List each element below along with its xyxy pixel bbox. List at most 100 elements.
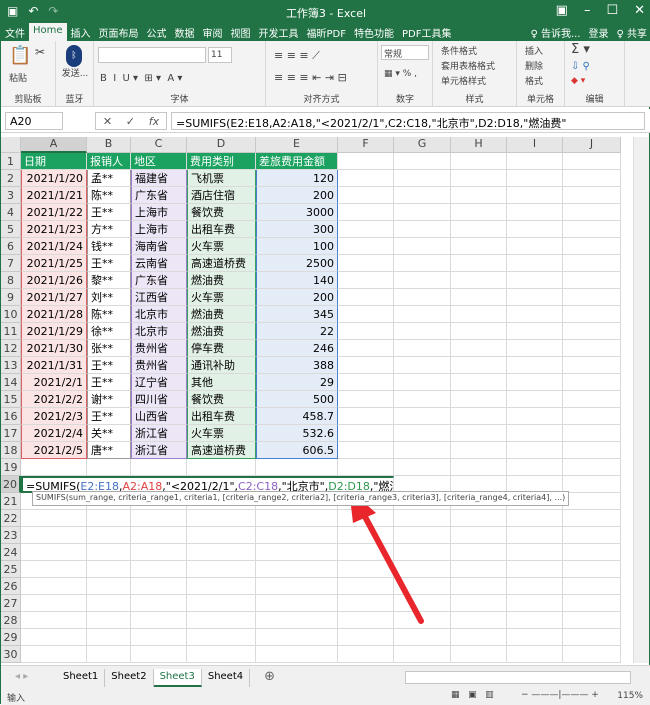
cell[interactable] (131, 629, 187, 646)
cell[interactable]: 贵州省 (131, 340, 187, 357)
cell[interactable] (507, 527, 563, 544)
cell[interactable] (394, 289, 451, 306)
cell[interactable] (451, 459, 507, 476)
cell[interactable] (451, 391, 507, 408)
cell[interactable]: 餐饮费 (187, 391, 256, 408)
row-header[interactable]: 12 (1, 340, 21, 357)
cell[interactable] (394, 527, 451, 544)
row-header[interactable]: 19 (1, 459, 21, 476)
cell[interactable] (338, 323, 394, 340)
header-cell[interactable]: 费用类别 (187, 153, 256, 170)
cell[interactable] (187, 595, 256, 612)
cell[interactable]: 2021/1/20 (21, 170, 87, 187)
cell[interactable] (563, 629, 621, 646)
cell[interactable] (451, 187, 507, 204)
align-icons[interactable]: ≡ ≡ ≡ ⟋ (274, 49, 320, 62)
column-header[interactable]: I (507, 137, 563, 153)
column-header[interactable]: C (131, 137, 187, 153)
cut-icon[interactable]: ✂ (35, 45, 46, 59)
cell[interactable] (187, 629, 256, 646)
bluetooth-icon[interactable]: ᛒ (66, 45, 82, 67)
cell[interactable] (394, 323, 451, 340)
cell[interactable] (563, 646, 621, 663)
cell[interactable]: 关** (87, 425, 131, 442)
cell[interactable] (338, 255, 394, 272)
zoom-slider[interactable]: − ———|——— + (521, 690, 599, 700)
cell[interactable]: 王** (87, 374, 131, 391)
cell[interactable] (507, 272, 563, 289)
cell-style-button[interactable]: 单元格样式 (441, 77, 487, 87)
cell[interactable] (256, 527, 338, 544)
cell[interactable] (451, 306, 507, 323)
cell[interactable]: 22 (256, 323, 338, 340)
cell[interactable] (338, 306, 394, 323)
cell[interactable] (563, 357, 621, 374)
tab-1[interactable]: Home (29, 23, 67, 41)
cell[interactable] (563, 459, 621, 476)
cell[interactable] (187, 527, 256, 544)
clear-icon[interactable]: ◆ ▾ (571, 76, 586, 86)
cell[interactable] (338, 646, 394, 663)
row-header[interactable]: 15 (1, 391, 21, 408)
cell[interactable] (394, 510, 451, 527)
sheet-tab-sheet1[interactable]: Sheet1 (57, 669, 106, 687)
cell[interactable] (394, 255, 451, 272)
cell[interactable] (338, 459, 394, 476)
cell[interactable] (507, 578, 563, 595)
cell[interactable] (338, 204, 394, 221)
insert-button[interactable]: 插入 (525, 47, 544, 57)
sheet-tab-sheet2[interactable]: Sheet2 (105, 669, 154, 687)
cell[interactable] (187, 612, 256, 629)
cell[interactable] (256, 510, 338, 527)
row-header[interactable]: 25 (1, 561, 21, 578)
cell[interactable]: 2021/1/30 (21, 340, 87, 357)
insert-function-icon[interactable]: fx (148, 114, 160, 128)
enter-icon[interactable]: ✓ (125, 114, 136, 128)
cell[interactable] (338, 578, 394, 595)
cell[interactable]: 345 (256, 306, 338, 323)
number-format-select[interactable]: 常规 (381, 45, 429, 60)
cell[interactable]: 刘** (87, 289, 131, 306)
cell[interactable]: 2500 (256, 255, 338, 272)
cell[interactable]: 2021/2/4 (21, 425, 87, 442)
cell[interactable] (21, 459, 87, 476)
cell[interactable] (451, 544, 507, 561)
cell[interactable] (338, 221, 394, 238)
redo-icon[interactable]: ↷ (48, 4, 59, 18)
paste-icon[interactable]: 📋 (9, 45, 32, 66)
cell[interactable] (563, 544, 621, 561)
cell[interactable] (87, 510, 131, 527)
cell[interactable] (21, 527, 87, 544)
align-icons-2[interactable]: ≡ ≡ ≡ ⇤ ⇥ ⊟ (274, 71, 347, 84)
cell[interactable] (451, 578, 507, 595)
cell[interactable]: 钱** (87, 238, 131, 255)
cell[interactable]: 606.5 (256, 442, 338, 459)
cell[interactable]: 王** (87, 255, 131, 272)
row-header[interactable]: 1 (1, 153, 21, 170)
tab-5[interactable]: 数据 (174, 29, 195, 40)
cell[interactable] (507, 629, 563, 646)
save-icon[interactable]: ▣ (7, 4, 19, 18)
cell[interactable]: 福建省 (131, 170, 187, 187)
cell[interactable] (451, 595, 507, 612)
cell[interactable]: 2021/1/22 (21, 204, 87, 221)
cell[interactable] (563, 578, 621, 595)
cell[interactable] (507, 425, 563, 442)
cell[interactable]: 388 (256, 357, 338, 374)
cell[interactable] (338, 510, 394, 527)
row-header[interactable]: 4 (1, 204, 21, 221)
cell[interactable]: 广东省 (131, 272, 187, 289)
formula-input[interactable]: =SUMIFS(E2:E18,A2:A18,"<2021/2/1",C2:C18… (171, 112, 645, 130)
cell[interactable] (394, 374, 451, 391)
sheet-tab-sheet3[interactable]: Sheet3 (153, 669, 202, 687)
cell[interactable] (563, 493, 621, 510)
cell[interactable] (394, 306, 451, 323)
tab-7[interactable]: 视图 (230, 29, 251, 40)
cell[interactable]: 海南省 (131, 238, 187, 255)
cell[interactable] (507, 340, 563, 357)
cell[interactable] (394, 187, 451, 204)
cell[interactable] (394, 544, 451, 561)
cell[interactable]: 王** (87, 408, 131, 425)
cell[interactable] (394, 629, 451, 646)
cell[interactable] (563, 204, 621, 221)
